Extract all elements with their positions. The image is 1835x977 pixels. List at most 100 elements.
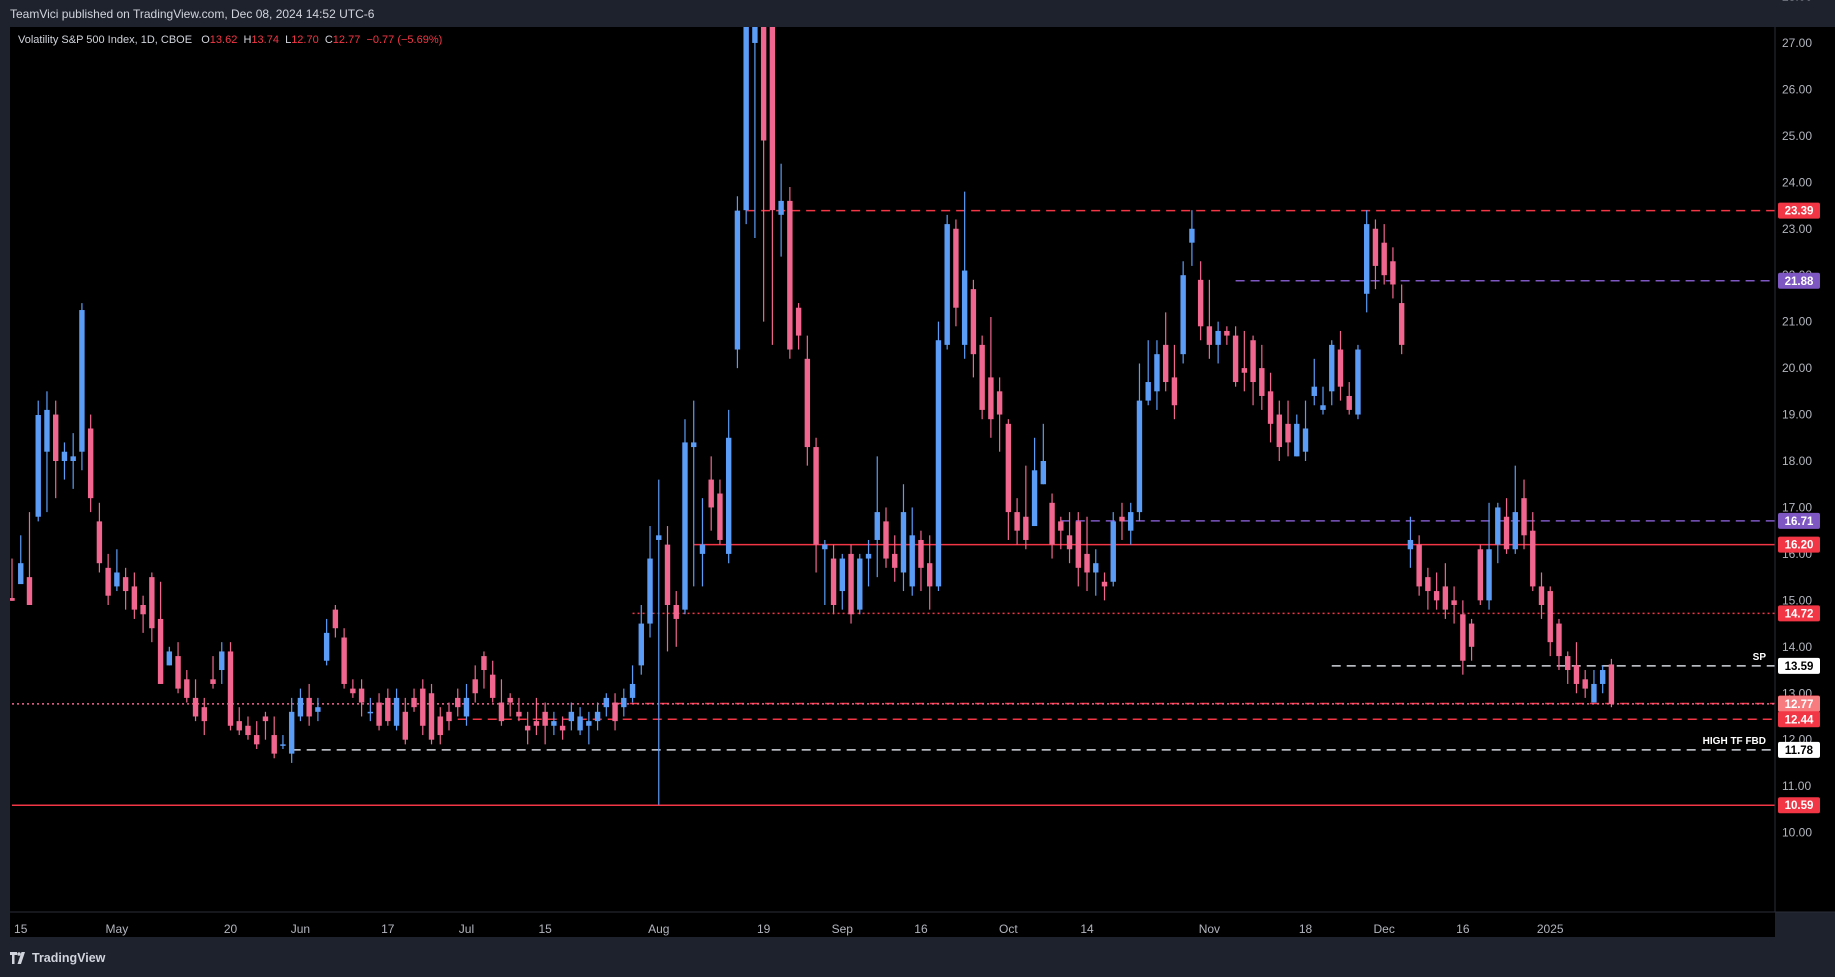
candle-body — [1031, 470, 1038, 527]
candle-body — [524, 725, 531, 731]
candle — [236, 707, 242, 736]
candle — [1530, 512, 1536, 592]
candle — [1215, 321, 1221, 364]
candle — [411, 688, 417, 712]
candle — [332, 604, 339, 638]
candle-body — [1329, 344, 1335, 392]
candle-body — [254, 735, 260, 745]
candle — [481, 651, 487, 689]
candle-body — [1232, 335, 1239, 383]
candle — [507, 693, 513, 717]
x-tick-label: 16 — [1456, 922, 1470, 936]
candle — [568, 702, 575, 731]
tradingview-logo[interactable]: TradingView — [10, 951, 105, 965]
candle-body — [53, 414, 59, 461]
candle — [935, 321, 942, 592]
candle — [725, 409, 732, 564]
candle-body — [1294, 423, 1300, 457]
candle-body — [752, 27, 758, 43]
candle-body — [621, 697, 627, 708]
candle-body — [734, 210, 741, 350]
candle-body — [1372, 228, 1379, 266]
candle-body — [446, 711, 452, 722]
candle — [288, 697, 295, 763]
candle — [1582, 670, 1588, 698]
candle-body — [909, 535, 915, 587]
y-tick-label: 24.00 — [1782, 175, 1812, 189]
legend-symbol: Volatility S&P 500 Index, 1D, CBOE — [18, 34, 193, 46]
candle — [306, 683, 312, 726]
price-tag-label: 23.39 — [1785, 206, 1814, 218]
candle — [254, 721, 260, 749]
candle — [157, 581, 164, 684]
candle-body — [1154, 354, 1160, 392]
candle — [621, 688, 627, 717]
candle-body — [428, 693, 435, 740]
y-tick-label: 15.00 — [1782, 593, 1812, 607]
candle-body — [865, 553, 872, 559]
x-tick-label: 16 — [914, 922, 928, 936]
tradingview-icon — [10, 952, 25, 964]
candle-body — [245, 725, 251, 736]
candle — [603, 693, 610, 717]
candle — [105, 553, 111, 605]
candle-body — [280, 744, 286, 746]
plot-group — [10, 27, 1775, 806]
candle — [787, 186, 793, 359]
candle-body — [743, 27, 749, 211]
candle — [524, 711, 531, 745]
candle-body — [1416, 544, 1422, 587]
candle — [918, 530, 924, 592]
candle — [192, 679, 199, 722]
y-tick-label: 21.00 — [1782, 315, 1812, 329]
candle — [1136, 363, 1143, 522]
candle — [944, 214, 950, 350]
candle — [1101, 572, 1108, 601]
y-tick-label: 28.00 — [1782, 0, 1812, 4]
candle-body — [1547, 591, 1553, 643]
y-tick-label: 20.00 — [1782, 361, 1812, 375]
candle — [734, 196, 741, 369]
candle-body — [411, 697, 417, 708]
candle-body — [1530, 530, 1536, 587]
candle — [1512, 465, 1518, 554]
candle — [1049, 493, 1055, 559]
candle — [813, 437, 819, 573]
candle — [1128, 502, 1134, 545]
candle — [1302, 400, 1309, 461]
candle — [743, 27, 749, 225]
candle — [122, 567, 129, 610]
candle-body — [1058, 521, 1064, 531]
candle-body — [26, 577, 33, 605]
candle — [61, 442, 68, 480]
candle — [1416, 535, 1422, 596]
candle — [393, 688, 400, 731]
y-tick-label: 14.00 — [1782, 640, 1812, 654]
legend-close: 12.77 — [332, 34, 361, 46]
candle — [428, 683, 435, 745]
candle — [865, 539, 872, 587]
candle — [18, 535, 24, 585]
candle-body — [1128, 512, 1134, 531]
candle — [1189, 210, 1195, 266]
candle — [830, 544, 837, 615]
candle — [656, 479, 662, 805]
candle — [210, 656, 216, 689]
candle-body — [935, 340, 942, 587]
candle — [402, 697, 408, 745]
candle-body — [594, 711, 601, 722]
x-tick-label: 17 — [381, 922, 395, 936]
candle — [699, 498, 706, 587]
candle — [892, 535, 898, 582]
candle — [778, 163, 784, 257]
candle — [262, 711, 269, 740]
candle — [953, 219, 959, 327]
candle-body — [1460, 614, 1466, 661]
x-tick-label: Jun — [291, 922, 310, 936]
candle-body — [175, 656, 181, 689]
candle — [1023, 465, 1029, 550]
candle-body — [70, 456, 76, 461]
chart-area[interactable] — [10, 27, 1775, 937]
candle-body — [35, 415, 41, 517]
